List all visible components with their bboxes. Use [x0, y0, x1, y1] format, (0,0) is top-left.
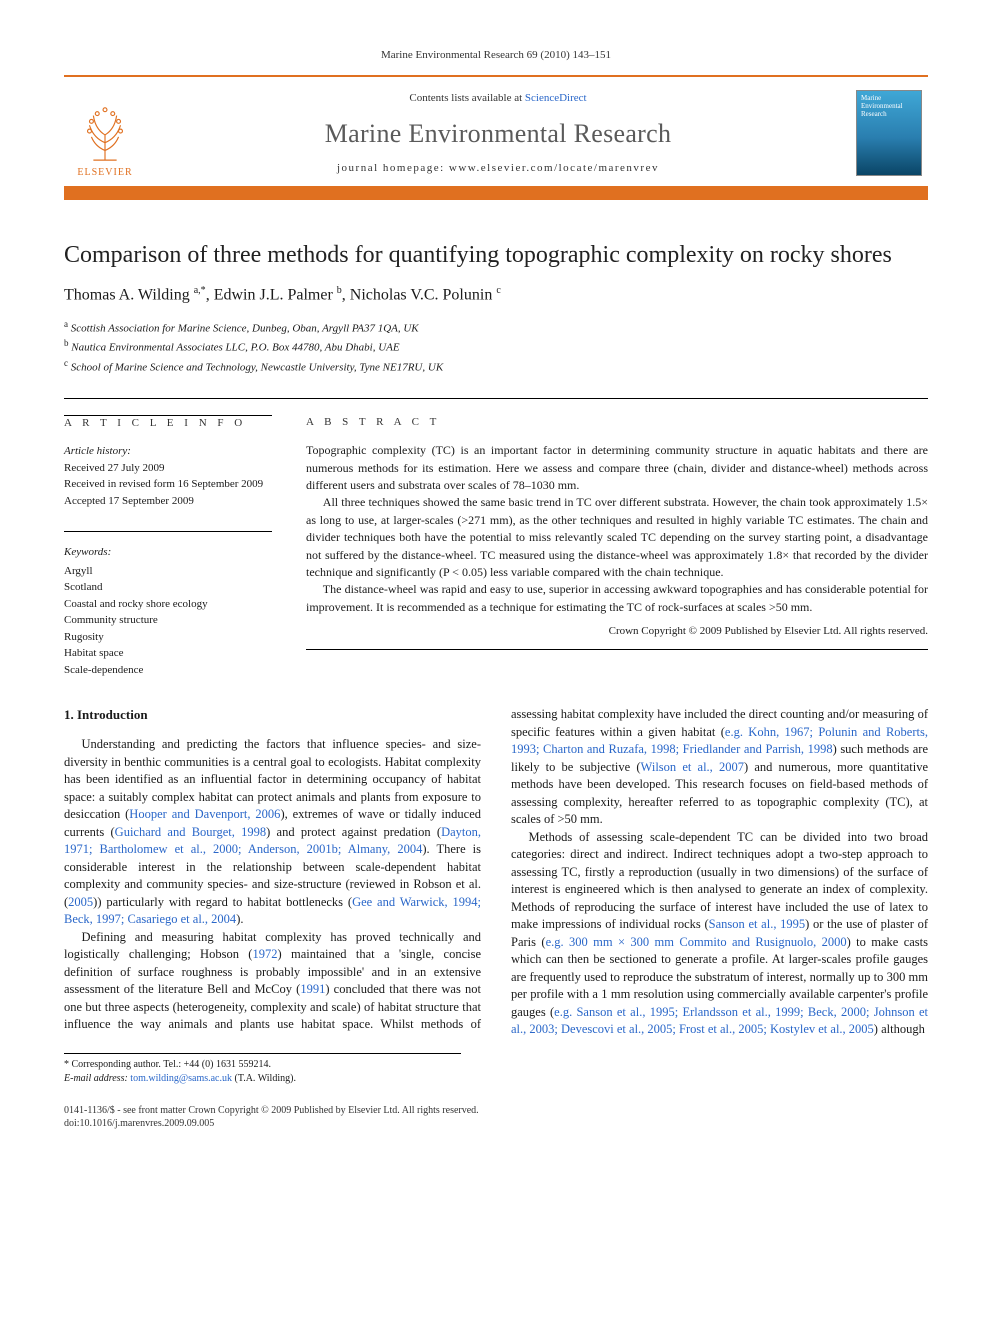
citation-link[interactable]: 1991 — [300, 982, 325, 996]
article-meta-row: A R T I C L E I N F O Article history: R… — [64, 398, 928, 678]
article-body: 1. Introduction Understanding and predic… — [64, 706, 928, 1039]
keyword-item: Scale-dependence — [64, 662, 272, 679]
publisher-name: ELSEVIER — [77, 166, 132, 180]
citation-link[interactable]: Guichard and Bourget, 1998 — [115, 825, 266, 839]
elsevier-tree-icon — [74, 102, 136, 164]
keywords-block: Keywords: ArgyllScotlandCoastal and rock… — [64, 544, 272, 678]
homepage-prefix: journal homepage: — [337, 162, 449, 174]
article-title: Comparison of three methods for quantify… — [64, 240, 928, 270]
journal-cover-thumb-wrap: Marine Environmental Research — [850, 87, 928, 186]
homepage-url: www.elsevier.com/locate/marenvrev — [449, 162, 659, 174]
running-head: Marine Environmental Research 69 (2010) … — [64, 48, 928, 63]
citation-link[interactable]: 1972 — [252, 947, 277, 961]
keywords-list: ArgyllScotlandCoastal and rocky shore ec… — [64, 563, 272, 679]
keyword-item: Community structure — [64, 612, 272, 629]
abstract-copyright: Crown Copyright © 2009 Published by Else… — [306, 624, 928, 639]
history-revised: Received in revised form 16 September 20… — [64, 476, 272, 493]
keyword-item: Rugosity — [64, 629, 272, 646]
citation-link[interactable]: Gee and Warwick, 1994; Beck, 1997; Casar… — [64, 895, 481, 927]
keywords-label: Keywords: — [64, 544, 272, 561]
corr-email-suffix: (T.A. Wilding). — [235, 1073, 296, 1084]
citation-link[interactable]: Wilson et al., 2007 — [641, 760, 744, 774]
footer-copyright: 0141-1136/$ - see front matter Crown Cop… — [64, 1104, 928, 1118]
keyword-item: Scotland — [64, 579, 272, 596]
body-paragraph: Understanding and predicting the factors… — [64, 736, 481, 929]
journal-cover-thumbnail: Marine Environmental Research — [856, 90, 922, 176]
abstract-body: Topographic complexity (TC) is an import… — [306, 442, 928, 616]
sciencedirect-link[interactable]: ScienceDirect — [525, 92, 587, 104]
citation-link[interactable]: e.g. Kohn, 1967; Polunin and Roberts, 19… — [511, 725, 928, 757]
article-info-heading: A R T I C L E I N F O — [64, 416, 272, 431]
article-history: Article history: Received 27 July 2009 R… — [64, 443, 272, 509]
author-list: Thomas A. Wilding a,*, Edwin J.L. Palmer… — [64, 284, 928, 306]
publisher-logo-block: ELSEVIER — [64, 87, 146, 186]
masthead: ELSEVIER Contents lists available at Sci… — [64, 75, 928, 200]
corr-tel: * Corresponding author. Tel.: +44 (0) 16… — [64, 1058, 461, 1072]
citation-link[interactable]: Hooper and Davenport, 2006 — [129, 807, 280, 821]
abstract-column: A B S T R A C T Topographic complexity (… — [306, 415, 928, 678]
body-paragraph: Methods of assessing scale-dependent TC … — [511, 829, 928, 1039]
masthead-center: Contents lists available at ScienceDirec… — [160, 87, 836, 186]
citation-link[interactable]: e.g. Sanson et al., 1995; Erlandsson et … — [511, 1005, 928, 1037]
abstract-heading: A B S T R A C T — [306, 415, 928, 430]
page-footer: 0141-1136/$ - see front matter Crown Cop… — [64, 1104, 928, 1131]
abstract-paragraph: All three techniques showed the same bas… — [306, 494, 928, 581]
corr-email-label: E-mail address: — [64, 1073, 128, 1084]
history-label: Article history: — [64, 443, 272, 460]
article-info-column: A R T I C L E I N F O Article history: R… — [64, 415, 272, 678]
page: Marine Environmental Research 69 (2010) … — [0, 0, 992, 1155]
citation-link[interactable]: 2005 — [68, 895, 93, 909]
body-text: Understanding and predicting the factors… — [64, 706, 928, 1039]
keyword-item: Coastal and rocky shore ecology — [64, 596, 272, 613]
section-heading-introduction: 1. Introduction — [64, 706, 481, 724]
journal-homepage-line: journal homepage: www.elsevier.com/locat… — [160, 161, 836, 176]
cover-line-3: Research — [861, 111, 917, 119]
abstract-paragraph: Topographic complexity (TC) is an import… — [306, 442, 928, 494]
contents-prefix: Contents lists available at — [409, 92, 524, 104]
history-accepted: Accepted 17 September 2009 — [64, 493, 272, 510]
abstract-paragraph: The distance-wheel was rapid and easy to… — [306, 581, 928, 616]
corr-email-link[interactable]: tom.wilding@sams.ac.uk — [130, 1073, 232, 1084]
divider — [306, 649, 928, 650]
corresponding-author-note: * Corresponding author. Tel.: +44 (0) 16… — [64, 1053, 461, 1086]
divider — [64, 531, 272, 532]
history-received: Received 27 July 2009 — [64, 460, 272, 477]
keyword-item: Habitat space — [64, 645, 272, 662]
journal-name: Marine Environmental Research — [160, 116, 836, 151]
footer-doi: doi:10.1016/j.marenvres.2009.09.005 — [64, 1117, 928, 1131]
affiliation-list: a Scottish Association for Marine Scienc… — [64, 318, 928, 377]
citation-link[interactable]: e.g. 300 mm × 300 mm Commito and Rusignu… — [546, 935, 847, 949]
contents-available-line: Contents lists available at ScienceDirec… — [160, 91, 836, 106]
keyword-item: Argyll — [64, 563, 272, 580]
citation-link[interactable]: Sanson et al., 1995 — [709, 917, 806, 931]
